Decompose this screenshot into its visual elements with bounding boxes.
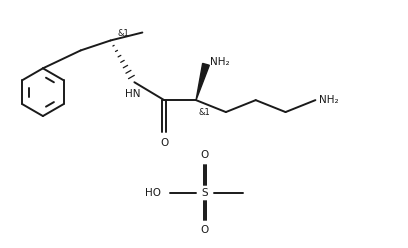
Text: HO: HO — [145, 188, 161, 198]
Text: O: O — [201, 225, 209, 235]
Text: &1: &1 — [118, 30, 129, 38]
Text: O: O — [201, 150, 209, 160]
Text: &1: &1 — [198, 108, 210, 117]
Text: NH₂: NH₂ — [210, 57, 230, 67]
Text: HN: HN — [125, 89, 140, 99]
Text: NH₂: NH₂ — [319, 95, 339, 105]
Polygon shape — [196, 63, 209, 100]
Text: O: O — [160, 138, 169, 148]
Text: S: S — [202, 188, 208, 198]
